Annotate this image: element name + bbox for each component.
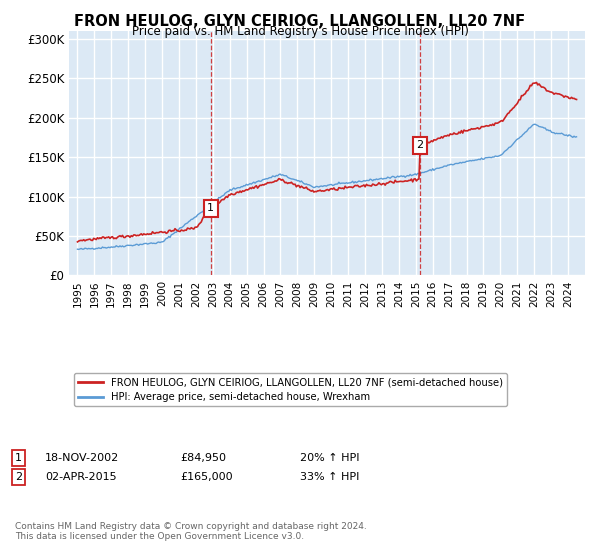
Text: 2: 2 xyxy=(15,472,22,482)
Text: 18-NOV-2002: 18-NOV-2002 xyxy=(45,453,119,463)
Text: 20% ↑ HPI: 20% ↑ HPI xyxy=(300,453,359,463)
Text: 33% ↑ HPI: 33% ↑ HPI xyxy=(300,472,359,482)
Text: £84,950: £84,950 xyxy=(180,453,226,463)
Text: Price paid vs. HM Land Registry's House Price Index (HPI): Price paid vs. HM Land Registry's House … xyxy=(131,25,469,38)
Text: 2: 2 xyxy=(416,140,424,150)
Text: FRON HEULOG, GLYN CEIRIOG, LLANGOLLEN, LL20 7NF: FRON HEULOG, GLYN CEIRIOG, LLANGOLLEN, L… xyxy=(74,14,526,29)
Text: 1: 1 xyxy=(207,203,214,213)
Legend: FRON HEULOG, GLYN CEIRIOG, LLANGOLLEN, LL20 7NF (semi-detached house), HPI: Aver: FRON HEULOG, GLYN CEIRIOG, LLANGOLLEN, L… xyxy=(74,374,507,407)
Text: 02-APR-2015: 02-APR-2015 xyxy=(45,472,116,482)
Text: 1: 1 xyxy=(15,453,22,463)
Text: Contains HM Land Registry data © Crown copyright and database right 2024.
This d: Contains HM Land Registry data © Crown c… xyxy=(15,522,367,542)
Text: £165,000: £165,000 xyxy=(180,472,233,482)
